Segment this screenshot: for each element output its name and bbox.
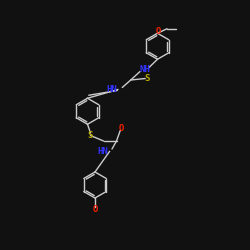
- Text: S: S: [88, 131, 93, 140]
- Text: O: O: [118, 124, 124, 132]
- Text: S: S: [144, 74, 150, 83]
- Text: NH: NH: [139, 65, 150, 74]
- Text: O: O: [155, 27, 161, 36]
- Text: HN: HN: [97, 147, 108, 156]
- Text: HN: HN: [106, 85, 117, 94]
- Text: O: O: [92, 206, 98, 214]
